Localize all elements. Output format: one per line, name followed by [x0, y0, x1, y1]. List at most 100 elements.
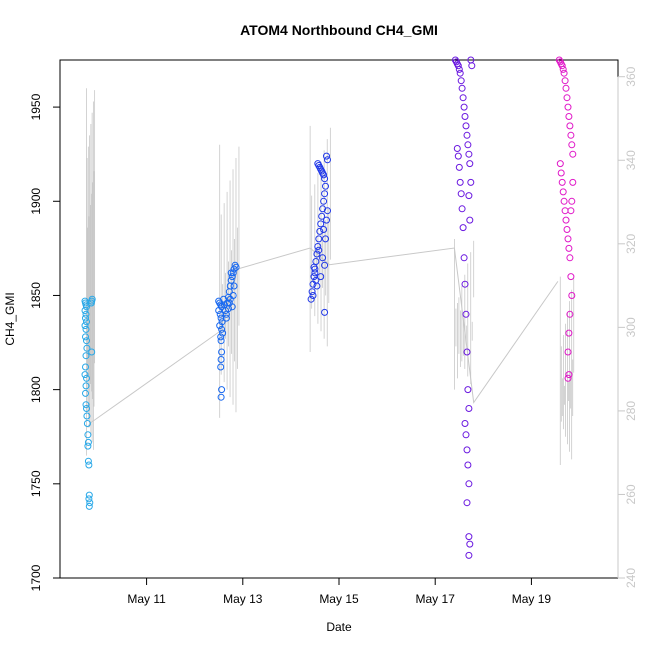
data-point [565, 244, 573, 252]
data-point [322, 235, 329, 243]
y-tick-label: 1850 [29, 282, 43, 309]
data-point [457, 77, 465, 85]
data-point [461, 113, 469, 120]
data-point [460, 103, 468, 111]
data-point [229, 269, 237, 277]
data-point [568, 141, 576, 149]
data-point [466, 540, 474, 548]
data-point [459, 224, 467, 232]
data-point [564, 348, 572, 356]
data-point [218, 325, 226, 333]
data-point [322, 182, 329, 190]
data-point [82, 333, 89, 341]
data-point [82, 382, 90, 390]
data-point [308, 288, 316, 296]
data-point [455, 65, 463, 73]
right-y-tick-label: 320 [624, 233, 638, 253]
data-point [569, 178, 577, 186]
data-point [315, 246, 323, 254]
data-point [217, 333, 225, 341]
data-point [464, 461, 472, 469]
data-point [465, 192, 473, 200]
y-tick-label: 1700 [29, 564, 43, 591]
data-point [465, 533, 473, 541]
data-point [218, 386, 226, 394]
data-point [558, 178, 566, 186]
data-point [313, 250, 321, 258]
x-tick-label: May 19 [512, 592, 552, 606]
data-point [465, 150, 473, 158]
right-y-tick-label: 340 [624, 150, 638, 170]
data-point [317, 220, 325, 228]
data-point [84, 438, 92, 446]
data-point [564, 374, 572, 382]
x-axis-label: Date [326, 620, 352, 634]
y-axis-label: CH4_GMI [3, 292, 17, 345]
data-point [315, 235, 323, 243]
data-point [310, 263, 318, 271]
data-point [85, 491, 93, 499]
x-tick-label: May 11 [127, 592, 166, 606]
data-point [232, 263, 240, 271]
data-point [324, 207, 331, 215]
series-group [81, 295, 96, 510]
data-point [84, 457, 92, 465]
chart-title: ATOM4 Northbound CH4_GMI [240, 22, 438, 38]
data-point [83, 303, 90, 311]
data-point [454, 152, 462, 160]
points-layer [81, 56, 577, 559]
data-point [455, 163, 463, 171]
data-point [82, 310, 90, 318]
data-point [560, 69, 568, 77]
data-point [215, 307, 223, 314]
data-point [318, 212, 326, 220]
data-point [459, 94, 467, 102]
data-point [460, 254, 468, 262]
data-point [321, 175, 329, 183]
data-point [307, 295, 315, 303]
data-point [82, 363, 89, 371]
series-group [215, 261, 240, 401]
data-point [564, 235, 572, 243]
data-point [463, 348, 471, 356]
data-point [565, 371, 573, 379]
data-point [453, 145, 461, 152]
data-point [217, 393, 225, 401]
data-point [556, 160, 564, 168]
data-point [83, 337, 90, 345]
right-y-tick-label: 240 [624, 568, 638, 588]
data-point [566, 122, 574, 130]
data-point [82, 352, 90, 360]
data-point [86, 499, 94, 507]
series-group [451, 56, 476, 559]
right-y-tick-label: 300 [624, 317, 638, 337]
data-point [314, 243, 322, 250]
data-point [88, 348, 96, 356]
right-y-tick-label: 260 [624, 484, 638, 504]
data-point [463, 499, 471, 507]
data-point [84, 431, 92, 439]
data-point [466, 216, 474, 224]
data-point [567, 273, 575, 281]
data-point [324, 156, 331, 164]
data-point [465, 405, 473, 412]
data-point [558, 62, 566, 70]
y-axis: 1700 1750 1800 1850 1900 1950 [29, 93, 61, 591]
data-point [559, 65, 567, 73]
x-tick-label: May 13 [223, 592, 263, 606]
data-point [309, 292, 317, 299]
data-point [321, 308, 329, 316]
data-point [560, 197, 568, 205]
series-group [555, 56, 577, 382]
data-point [564, 103, 572, 111]
data-point [465, 551, 473, 559]
data-point [561, 77, 569, 85]
data-point [320, 171, 328, 179]
y-tick-label: 1950 [29, 93, 43, 120]
data-point [566, 310, 574, 318]
y-tick-label: 1750 [29, 470, 43, 497]
data-point [562, 216, 570, 224]
data-point [567, 131, 575, 139]
data-point [83, 344, 91, 352]
